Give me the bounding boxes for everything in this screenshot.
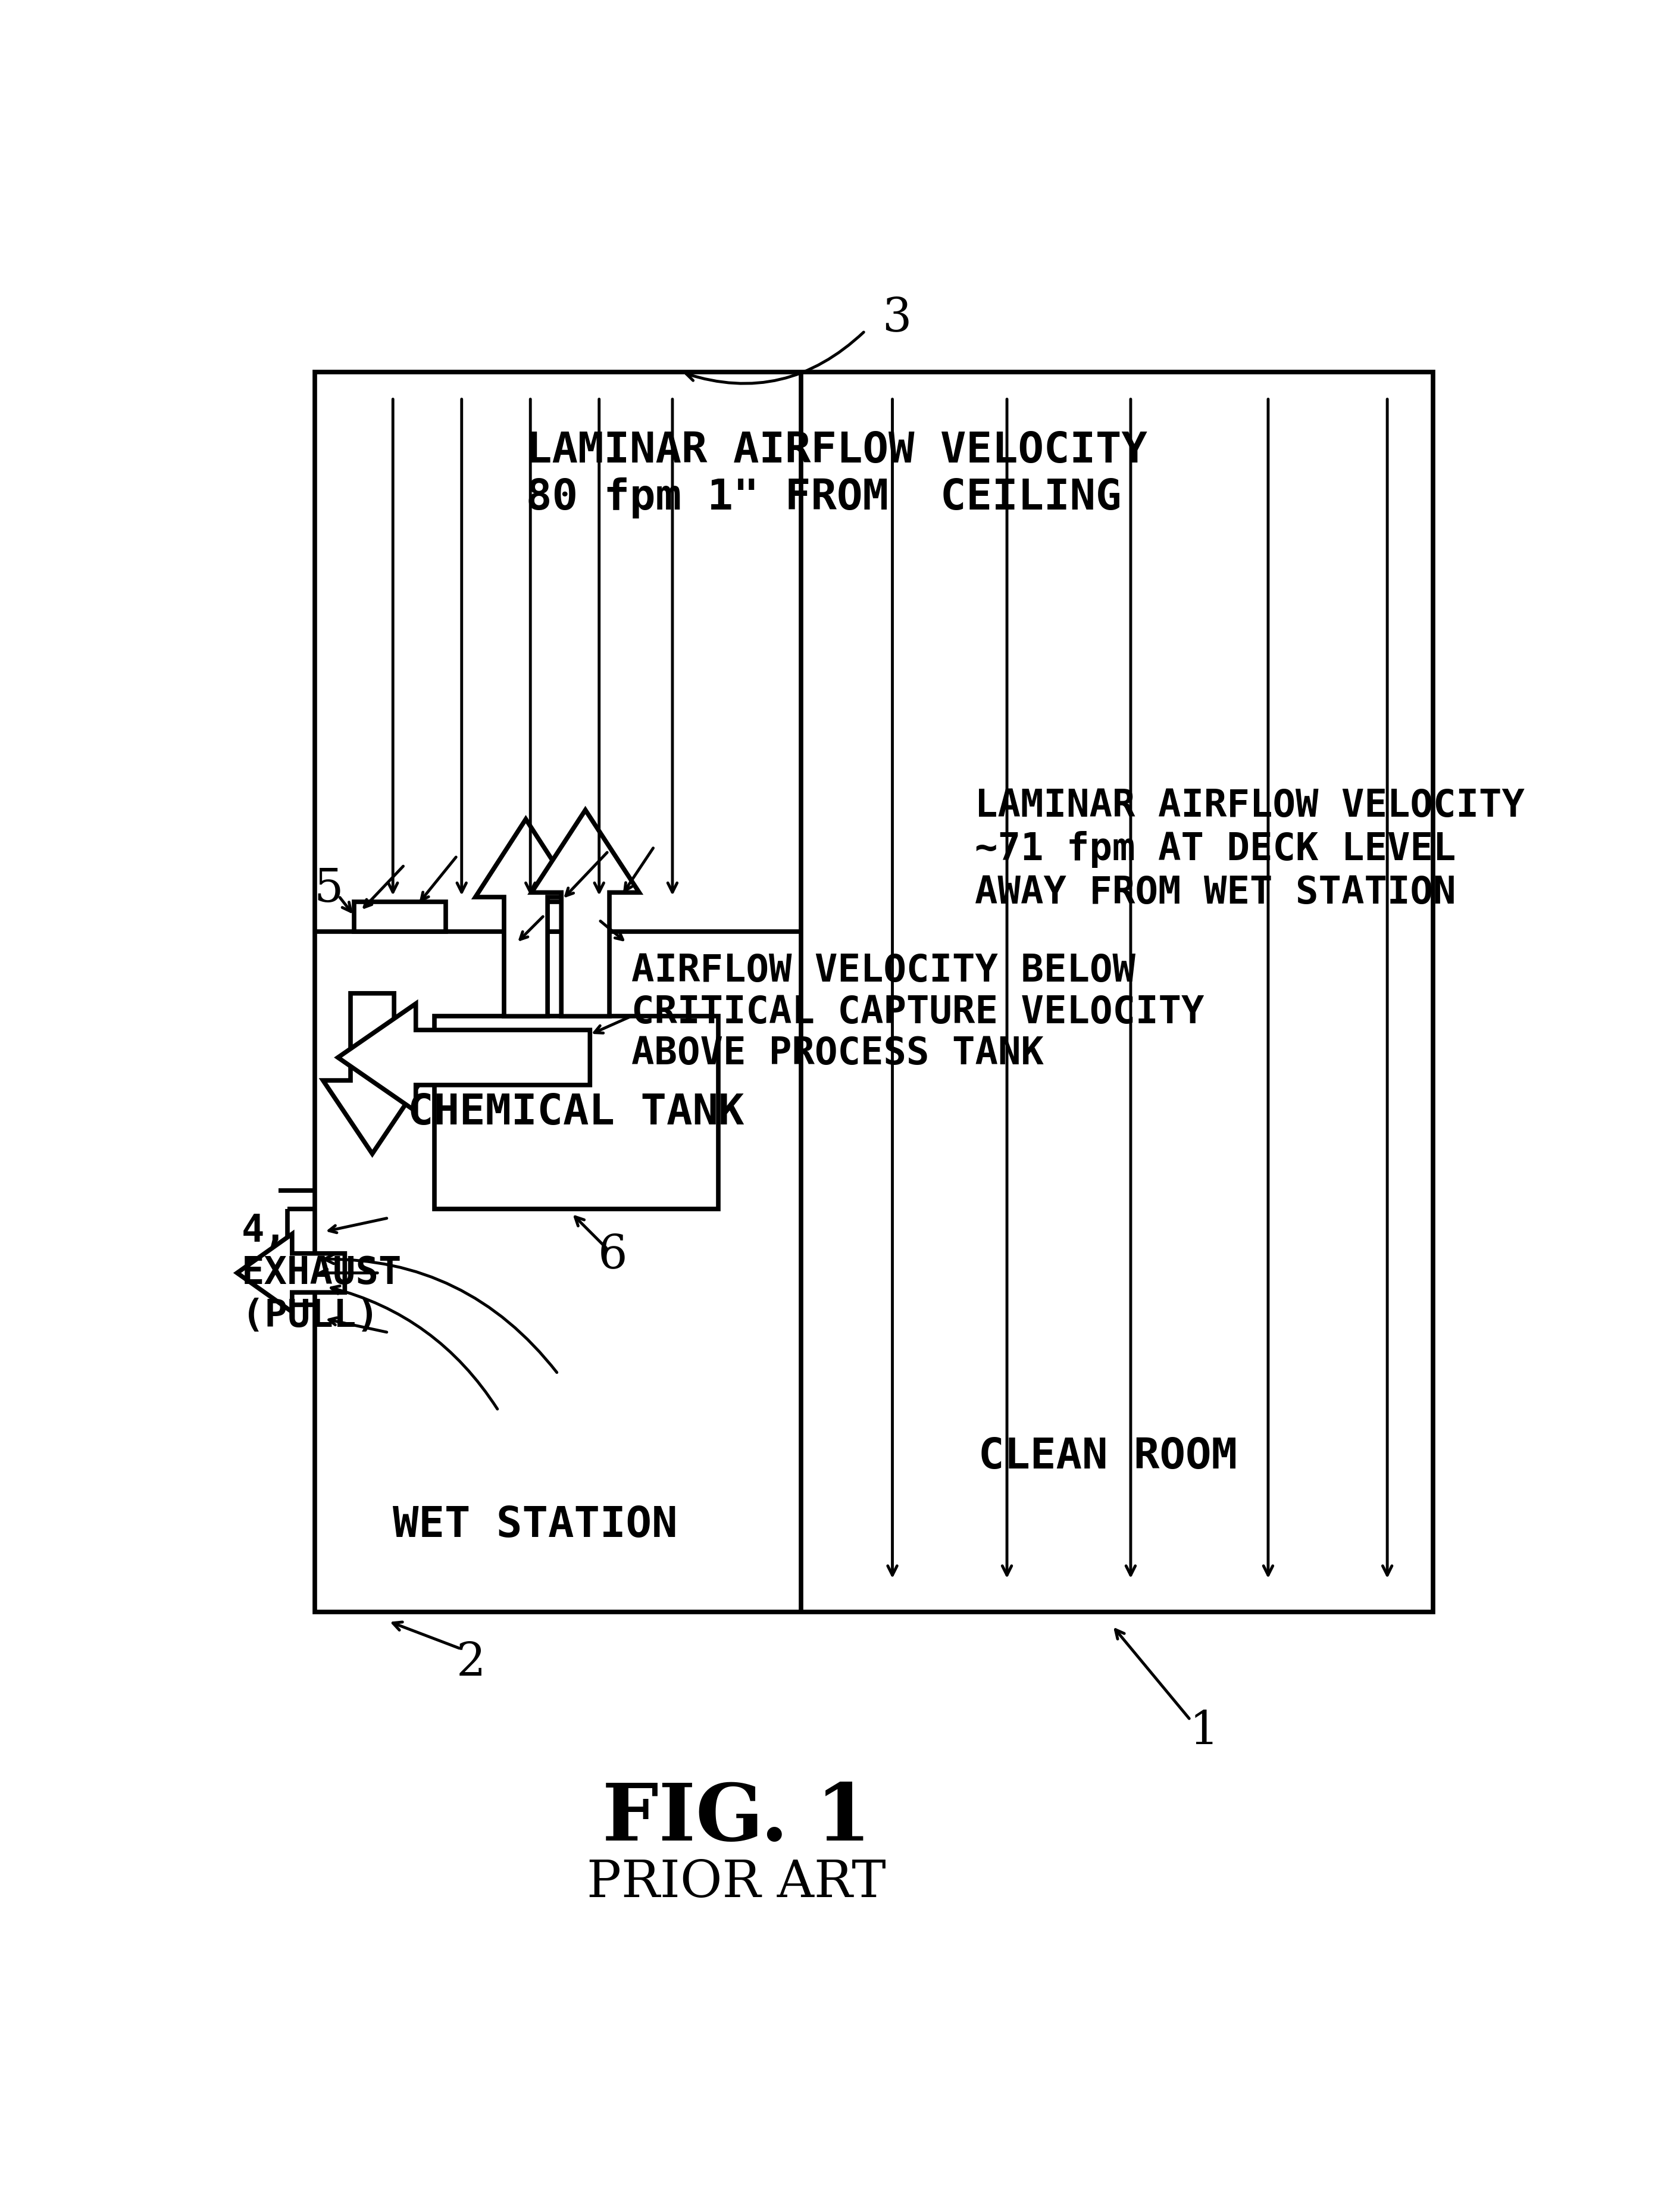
Text: AWAY FROM WET STATION: AWAY FROM WET STATION (974, 875, 1457, 912)
Text: CHEMICAL TANK: CHEMICAL TANK (408, 1091, 744, 1133)
Text: LAMINAR AIRFLOW VELOCITY
80 fpm 1" FROM  CEILING: LAMINAR AIRFLOW VELOCITY 80 fpm 1" FROM … (526, 431, 1147, 519)
Polygon shape (531, 811, 638, 1016)
Text: 6: 6 (598, 1233, 628, 1277)
Text: AIRFLOW VELOCITY BELOW: AIRFLOW VELOCITY BELOW (632, 952, 1136, 990)
Bar (316, 373, 1433, 1613)
Polygon shape (475, 820, 576, 1016)
Text: ABOVE PROCESS TANK: ABOVE PROCESS TANK (632, 1034, 1043, 1071)
Bar (354, 901, 445, 932)
Bar (433, 1016, 719, 1208)
Text: FIG. 1: FIG. 1 (601, 1780, 870, 1858)
Text: ~71 fpm AT DECK LEVEL: ~71 fpm AT DECK LEVEL (974, 831, 1457, 868)
Text: 4,
EXHAUST
(PULL): 4, EXHAUST (PULL) (242, 1213, 402, 1334)
Polygon shape (338, 1003, 590, 1111)
Polygon shape (237, 1235, 344, 1312)
Text: PRIOR ART: PRIOR ART (586, 1858, 885, 1906)
Text: LAMINAR AIRFLOW VELOCITY: LAMINAR AIRFLOW VELOCITY (974, 786, 1525, 824)
Polygon shape (323, 994, 422, 1153)
Text: 1: 1 (1189, 1710, 1218, 1754)
Text: 2: 2 (455, 1639, 486, 1685)
Bar (506, 901, 564, 932)
Text: 3: 3 (882, 296, 912, 340)
Text: WET STATION: WET STATION (393, 1504, 677, 1546)
Text: CLEAN ROOM: CLEAN ROOM (978, 1436, 1236, 1478)
Text: 5: 5 (314, 866, 343, 910)
Text: CRITICAL CAPTURE VELOCITY: CRITICAL CAPTURE VELOCITY (632, 994, 1205, 1029)
